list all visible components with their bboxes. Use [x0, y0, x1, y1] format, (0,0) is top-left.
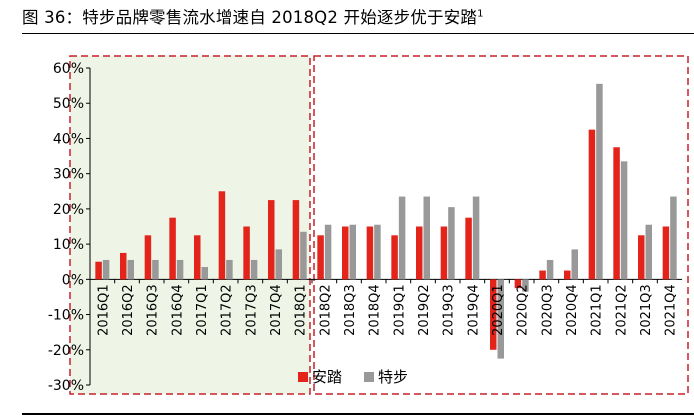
bar-xtep [596, 83, 603, 280]
x-tick-label: 2021Q4 [664, 284, 679, 336]
bar-anta [218, 191, 226, 280]
x-tick-label: 2019Q3 [442, 284, 457, 336]
legend-label-xtep: 特步 [378, 368, 408, 386]
bar-anta [268, 200, 275, 280]
bar-xtep [152, 259, 159, 280]
bar-xtep [645, 224, 652, 280]
y-tick-label: 40% [53, 131, 84, 147]
bar-xtep [250, 259, 258, 280]
bar-xtep [423, 196, 430, 280]
y-tick-label: 20% [53, 202, 84, 218]
bar-xtep [522, 279, 529, 292]
bar-xtep [102, 259, 110, 280]
title-rule [22, 33, 694, 34]
bar-anta [490, 279, 497, 350]
legend-swatch-xtep [364, 372, 374, 382]
bar-xtep [374, 224, 381, 280]
y-tick-label: 30% [53, 167, 84, 183]
bar-xtep [571, 249, 578, 280]
y-tick-label: 10% [53, 237, 84, 253]
figure-title-prefix: 图 36： [22, 8, 83, 27]
bar-anta [465, 217, 472, 280]
x-tick-label: 2016Q1 [96, 284, 111, 336]
x-tick-label: 2018Q4 [368, 284, 383, 336]
bar-xtep [472, 196, 480, 280]
x-tick-label: 2018Q3 [343, 284, 358, 336]
bar-anta [243, 226, 250, 280]
x-tick-label: 2020Q1 [491, 284, 506, 336]
x-tick-label: 2021Q1 [590, 284, 605, 336]
bar-anta [292, 200, 300, 280]
bar-anta [120, 252, 127, 280]
x-tick-label: 2021Q2 [614, 284, 629, 336]
figure-title-footnote: 1 [477, 8, 484, 20]
y-tick-label: -10% [48, 308, 84, 324]
bar-anta [613, 147, 620, 280]
bar-anta [317, 235, 324, 280]
legend-swatch-anta [298, 372, 308, 382]
figure-title: 图 36：特步品牌零售流水增速自 2018Q2 开始逐步优于安踏1 [22, 4, 484, 28]
bar-xtep [201, 267, 208, 280]
x-tick-label: 2018Q2 [318, 284, 333, 336]
bar-anta [144, 235, 152, 280]
bar-xtep [448, 207, 455, 280]
x-tick-label: 2019Q2 [417, 284, 432, 336]
bar-anta [638, 235, 645, 280]
bar-anta [95, 261, 102, 280]
y-tick-label: -20% [48, 343, 84, 359]
bar-anta [342, 226, 349, 280]
bar-xtep [398, 196, 406, 280]
bar-xtep [275, 249, 282, 280]
y-tick-label: 0% [62, 272, 84, 288]
bar-xtep [226, 259, 233, 280]
x-tick-label: 2020Q3 [540, 284, 555, 336]
x-tick-label: 2017Q2 [220, 284, 235, 336]
bar-xtep [620, 161, 628, 280]
bar-anta [588, 129, 596, 280]
x-tick-label: 2019Q4 [466, 284, 481, 336]
bar-anta [194, 235, 201, 280]
bar-anta [169, 217, 176, 280]
x-tick-label: 2021Q3 [639, 284, 654, 336]
figure-title-text: 特步品牌零售流水增速自 2018Q2 开始逐步优于安踏 [82, 8, 478, 27]
y-tick-label: -30% [48, 378, 84, 394]
bar-xtep [324, 224, 332, 280]
highlight-region-late [313, 55, 689, 395]
bar-xtep [497, 279, 504, 359]
x-tick-label: 2020Q4 [565, 284, 580, 336]
bar-anta [514, 279, 522, 289]
y-tick-label: 50% [53, 96, 84, 112]
bar-anta [539, 270, 546, 280]
x-tick-label: 2017Q4 [269, 284, 284, 336]
bar-xtep [127, 259, 134, 280]
bar-anta [366, 226, 374, 280]
bottom-rule [22, 413, 694, 415]
bar-xtep [300, 231, 307, 280]
legend-label-anta: 安踏 [312, 368, 342, 386]
x-tick-label: 2016Q4 [170, 284, 185, 336]
bar-anta [662, 226, 670, 280]
x-tick-label: 2016Q2 [121, 284, 136, 336]
bar-anta [391, 235, 398, 280]
bar-anta [416, 226, 423, 280]
bar-xtep [546, 259, 554, 280]
bar-xtep [349, 224, 356, 280]
x-tick-label: 2018Q1 [294, 284, 309, 336]
x-tick-label: 2016Q3 [146, 284, 161, 336]
bar-xtep [670, 196, 677, 280]
bar-anta [564, 270, 571, 280]
x-tick-label: 2019Q1 [392, 284, 407, 336]
bar-anta [440, 226, 448, 280]
x-tick-label: 2020Q2 [516, 284, 531, 336]
bar-xtep [176, 259, 184, 280]
y-tick-label: 60% [53, 61, 84, 77]
x-tick-label: 2017Q1 [195, 284, 210, 336]
x-tick-label: 2017Q3 [244, 284, 259, 336]
